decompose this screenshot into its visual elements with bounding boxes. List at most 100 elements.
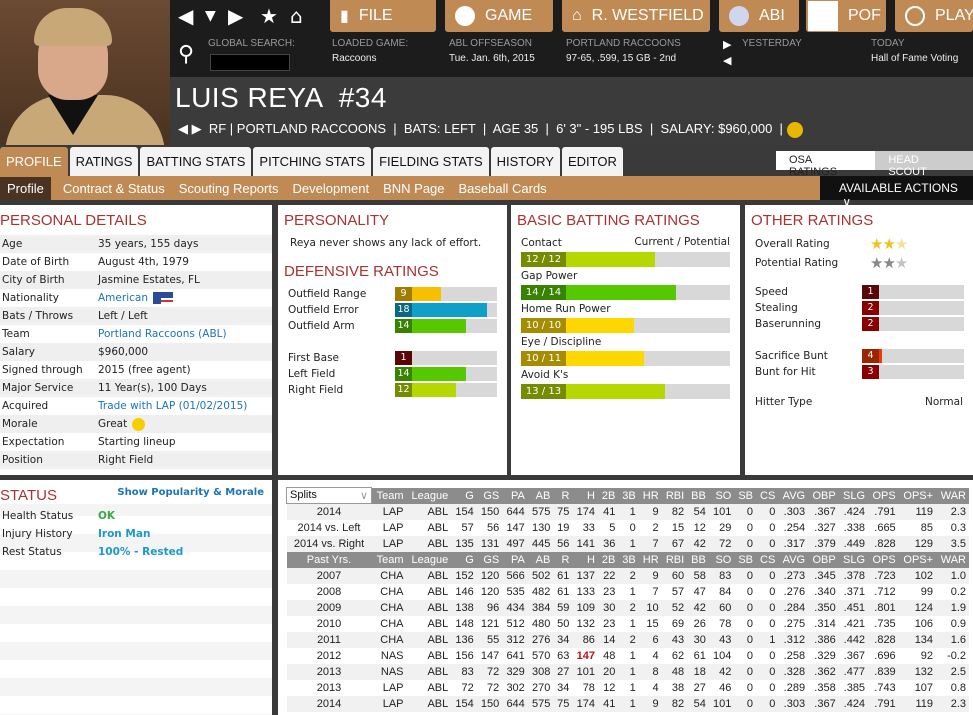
dropdown-icon[interactable]: ▼ bbox=[205, 8, 216, 24]
subtab-contract[interactable]: Contract & Status bbox=[62, 180, 165, 196]
prev-player-icon[interactable]: ◀ bbox=[178, 121, 192, 136]
play-button[interactable]: PLAY bbox=[895, 0, 973, 32]
subtab-bnn[interactable]: BNN Page bbox=[383, 180, 445, 196]
column-header[interactable]: AB bbox=[527, 551, 554, 568]
back-icon[interactable]: ◀ bbox=[178, 4, 194, 28]
table-cell: 641 bbox=[506, 649, 525, 662]
available-actions-button[interactable]: AVAILABLE ACTIONS ∨ bbox=[820, 176, 973, 209]
table-cell: .451 bbox=[838, 599, 869, 616]
column-header[interactable]: SB bbox=[734, 487, 757, 504]
table-cell: .839 bbox=[868, 663, 899, 680]
column-header[interactable]: RBI bbox=[661, 551, 688, 568]
column-header[interactable]: PA bbox=[502, 487, 528, 504]
column-header[interactable]: AVG bbox=[778, 487, 809, 504]
tab-batting-stats[interactable]: BATTING STATS bbox=[140, 147, 252, 176]
column-header[interactable]: HR bbox=[638, 551, 662, 568]
column-header[interactable]: GS bbox=[476, 551, 503, 568]
subtab-profile[interactable]: Profile bbox=[0, 176, 51, 200]
column-header[interactable]: League bbox=[406, 487, 452, 504]
column-header[interactable]: SO bbox=[708, 551, 735, 568]
tab-history[interactable]: HISTORY bbox=[490, 147, 560, 176]
column-header[interactable]: CS bbox=[756, 551, 779, 568]
yesterday-label[interactable]: YESTERDAY bbox=[742, 38, 802, 49]
column-header[interactable]: SB bbox=[734, 551, 757, 568]
table-cell: 0 bbox=[734, 663, 757, 680]
table-cell: 1 bbox=[618, 503, 639, 520]
column-header[interactable]: RBI bbox=[661, 487, 688, 504]
rating-fill bbox=[521, 351, 645, 366]
column-header[interactable]: 3B bbox=[618, 487, 639, 504]
column-header[interactable]: H bbox=[572, 551, 598, 568]
splits-select[interactable]: Splits ∨ bbox=[286, 487, 372, 504]
next-day-icon[interactable]: ▶ bbox=[723, 38, 732, 51]
subtab-cards[interactable]: Baseball Cards bbox=[458, 180, 547, 196]
column-header[interactable]: 2B bbox=[597, 551, 619, 568]
team-button[interactable]: POF bbox=[806, 0, 886, 32]
star-icon[interactable]: ★ bbox=[260, 4, 278, 28]
column-header[interactable]: SLG bbox=[838, 551, 869, 568]
manager-button[interactable]: ⌂ R. WESTFIELD bbox=[562, 0, 710, 32]
table-cell: 147 bbox=[506, 521, 525, 534]
tab-profile[interactable]: PROFILE bbox=[0, 147, 68, 176]
medal-icon[interactable] bbox=[786, 121, 803, 138]
column-header[interactable]: SLG bbox=[838, 487, 869, 504]
column-header[interactable]: CS bbox=[756, 487, 779, 504]
table-cell: .424 bbox=[838, 695, 869, 712]
column-header[interactable]: HR bbox=[638, 487, 662, 504]
column-header[interactable]: 3B bbox=[618, 551, 639, 568]
column-header[interactable]: AVG bbox=[778, 551, 809, 568]
column-header[interactable]: SO bbox=[708, 487, 735, 504]
column-header[interactable]: WAR bbox=[936, 551, 969, 568]
column-header[interactable]: PA bbox=[502, 551, 528, 568]
column-header[interactable]: WAR bbox=[936, 487, 969, 504]
osa-ratings-button[interactable]: OSA RATINGS bbox=[776, 151, 876, 178]
column-header[interactable]: OBP bbox=[808, 487, 839, 504]
table-cell: 1 bbox=[618, 535, 639, 552]
tab-editor[interactable]: EDITOR bbox=[561, 147, 623, 176]
column-header[interactable]: GS bbox=[476, 487, 503, 504]
column-header[interactable]: 2B bbox=[597, 487, 619, 504]
head-scout-button[interactable]: HEAD SCOUT bbox=[875, 151, 973, 178]
column-header[interactable]: Team bbox=[371, 551, 407, 568]
table-cell: .258 bbox=[783, 649, 806, 662]
column-header[interactable]: OPS+ bbox=[898, 487, 937, 504]
game-button[interactable]: GAME bbox=[445, 0, 553, 32]
detail-value[interactable]: Portland Raccoons (ABL) bbox=[98, 328, 227, 340]
detail-value[interactable]: Trade with LAP (01/02/2015) bbox=[98, 400, 248, 412]
subtab-scouting[interactable]: Scouting Reports bbox=[178, 180, 279, 196]
subtab-development[interactable]: Development bbox=[292, 180, 370, 196]
column-header[interactable]: Team bbox=[371, 487, 407, 504]
league-button[interactable]: ABI bbox=[719, 0, 799, 32]
rating-label: First Base bbox=[288, 352, 340, 364]
column-header[interactable]: G bbox=[451, 487, 477, 504]
detail-value[interactable]: American bbox=[98, 292, 148, 304]
column-header[interactable]: G bbox=[451, 551, 477, 568]
table-cell: LAP bbox=[371, 503, 407, 520]
next-player-icon[interactable]: ▶ bbox=[191, 121, 206, 136]
table-cell: ABL bbox=[406, 599, 452, 616]
global-search-input[interactable] bbox=[210, 54, 290, 71]
column-header[interactable]: OPS+ bbox=[898, 551, 937, 568]
column-header[interactable]: BB bbox=[687, 551, 709, 568]
table-cell: 101 bbox=[572, 663, 598, 680]
column-header[interactable]: AB bbox=[527, 487, 554, 504]
prev-day-icon[interactable]: ◀ bbox=[723, 54, 732, 67]
column-header[interactable]: BB bbox=[687, 487, 709, 504]
team-record: 97-65, .599, 15 GB - 2nd bbox=[566, 53, 677, 64]
tab-pitching-stats[interactable]: PITCHING STATS bbox=[253, 147, 372, 176]
column-header[interactable]: OPS bbox=[868, 487, 899, 504]
column-header[interactable]: OBP bbox=[808, 551, 839, 568]
column-header[interactable]: R bbox=[553, 487, 573, 504]
show-popularity-link[interactable]: Show Popularity & Morale bbox=[117, 487, 264, 498]
tab-fielding-stats[interactable]: FIELDING STATS bbox=[373, 147, 489, 176]
file-button[interactable]: ▮ FILE bbox=[330, 0, 436, 32]
batting-rating-label: Eye / Discipline bbox=[521, 336, 602, 348]
column-header[interactable]: H bbox=[572, 487, 598, 504]
search-icon[interactable]: ⚲ bbox=[178, 42, 195, 67]
column-header[interactable]: League bbox=[406, 551, 452, 568]
forward-icon[interactable]: ▶ bbox=[228, 4, 244, 28]
column-header[interactable]: OPS bbox=[868, 551, 899, 568]
tab-ratings[interactable]: RATINGS bbox=[69, 147, 139, 176]
column-header[interactable]: R bbox=[553, 551, 573, 568]
home-icon[interactable]: ⌂ bbox=[290, 4, 303, 28]
